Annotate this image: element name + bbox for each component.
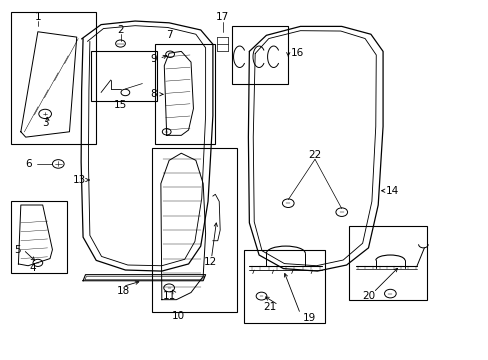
Bar [244, 249, 324, 323]
Text: 6: 6 [25, 159, 31, 169]
Text: 13: 13 [73, 175, 86, 185]
Text: 20: 20 [361, 291, 374, 301]
Bar [152, 148, 237, 312]
Text: 11: 11 [162, 291, 175, 301]
Bar [11, 202, 67, 273]
Text: 5: 5 [14, 245, 21, 255]
Text: 10: 10 [172, 311, 185, 321]
Text: 19: 19 [302, 312, 315, 323]
Text: 18: 18 [116, 286, 129, 296]
Text: 16: 16 [290, 48, 304, 58]
Bar [348, 226, 426, 300]
Text: 21: 21 [263, 302, 276, 312]
Text: 1: 1 [35, 13, 41, 22]
Text: 9: 9 [150, 54, 157, 64]
Text: 7: 7 [165, 30, 172, 40]
Bar [11, 12, 96, 144]
Bar [232, 26, 287, 84]
Text: 2: 2 [117, 25, 123, 35]
Bar [154, 44, 215, 144]
Text: 3: 3 [42, 118, 48, 128]
Text: 12: 12 [203, 257, 217, 267]
Text: 17: 17 [216, 13, 229, 22]
Text: 14: 14 [385, 186, 398, 196]
Text: 15: 15 [114, 100, 127, 110]
Text: 22: 22 [308, 150, 321, 160]
Text: 4: 4 [30, 262, 36, 273]
Text: 8: 8 [150, 89, 157, 99]
Bar [91, 51, 157, 102]
